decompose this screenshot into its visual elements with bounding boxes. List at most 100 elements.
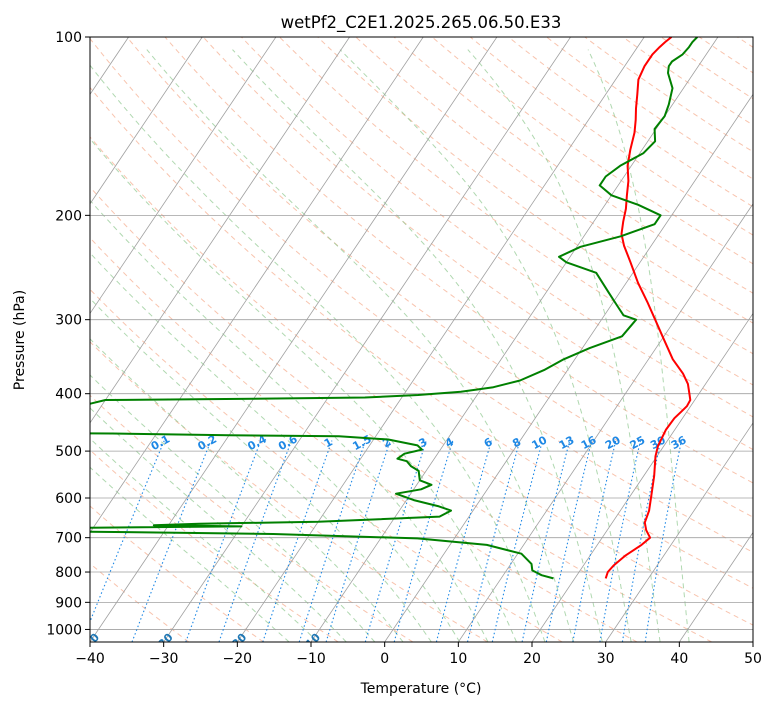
moist-adiabat [90,466,290,642]
profiles [90,37,699,580]
dry-adiabat [90,288,563,642]
dry-adiabat [90,449,339,642]
mixing-ratio-line [262,440,333,642]
mixing-ratio-label: 13 [557,433,577,452]
y-tick-label: 700 [55,531,82,547]
mixing-ratio-line [599,440,641,642]
moist-adiabat [146,49,575,642]
mixing-ratio-line [466,440,521,642]
chart-title: wetPf2_C2E1.2025.265.06.50.E33 [281,13,562,33]
isotherm [90,37,203,205]
y-tick-label: 300 [55,313,82,329]
mixing-ratio-line [644,440,682,642]
dry-adiabat [90,237,638,642]
x-axis: −40 −30 −20 −10 0 10 20 30 40 50 [75,642,762,667]
isotherm [90,37,350,424]
y-tick-label: 100 [55,30,82,46]
dry-adiabat [317,37,753,355]
mixing-ratio-label: 1.5 [350,432,373,453]
dry-adiabat [279,37,753,386]
isotherm [752,641,753,642]
dry-adiabat [90,394,414,642]
isotherm [531,312,753,642]
y-tick-label: 200 [55,208,82,224]
background-lines [90,37,753,642]
mixing-ratio-label: 3 [417,435,430,450]
mixing-ratio-label: 2 [380,435,393,450]
x-tick-label: 10 [449,651,467,667]
dry-adiabat [90,341,488,642]
moist-adiabat [90,407,347,642]
isotherm-label: -10 [300,630,323,653]
mixing-ratio-label: 8 [510,435,523,450]
mixing-ratio-label: 25 [628,433,648,452]
moist-adiabat [467,49,661,642]
dry-adiabat [393,37,753,294]
mixing-ratio-label: 30 [648,433,668,452]
moist-adiabat [339,49,632,642]
mixing-ratio-label: 0.1 [149,432,172,453]
mixing-ratio-label: 10 [530,433,550,452]
isotherm [679,531,753,642]
dry-adiabat [660,37,753,100]
y-tick-label: 1000 [46,622,82,638]
mixing-ratio-line [298,440,367,642]
plot-frame [89,36,754,643]
mixing-ratio-line [90,440,165,624]
isotherm-label: -40 [79,630,102,653]
isotherm-label: -30 [152,631,175,654]
y-tick-label: 400 [55,387,82,403]
y-axis-title: Pressure (hPa) [12,290,28,390]
dry-adiabat [90,562,190,642]
y-tick-label: 900 [55,595,82,611]
x-tick-label: −30 [149,651,179,667]
isotherm-label: -50 [5,630,28,653]
isotherm [90,37,277,315]
x-axis-title: Temperature (°C) [360,681,482,697]
mixing-ratio-line [185,440,262,642]
isotherm [90,37,498,642]
temperature-profile [604,37,692,579]
moist-adiabat [90,437,319,642]
x-tick-label: −20 [223,651,253,667]
x-tick-label: 30 [597,651,615,667]
x-tick-label: 40 [670,651,688,667]
mixing-ratio-label: 6 [482,435,495,450]
mixing-ratio-label: 4 [443,435,456,450]
isotherm [237,37,645,642]
moist-adiabat [90,297,432,642]
isotherm [163,37,571,642]
mixing-ratio-line [491,440,544,642]
dewpoint-profile [90,37,699,580]
moist-adiabat [90,138,517,642]
moist-adiabat [90,64,546,642]
mixing-ratio-line [521,440,571,642]
x-tick-label: −10 [296,651,326,667]
mixing-ratio-line [435,440,492,642]
dry-adiabat [737,37,753,48]
dry-adiabat [126,37,753,518]
isotherm-label: -20 [226,630,249,653]
y-axis: 100 200 300 400 500 600 700 800 900 1000 [46,30,90,638]
dry-adiabat [508,37,753,208]
x-tick-label: 0 [380,651,389,667]
mixing-ratio-line [545,440,593,642]
mixing-ratio-line [131,440,212,642]
y-tick-label: 600 [55,491,82,507]
dry-adiabat [698,37,753,74]
mixing-ratio-line [325,440,391,642]
dry-adiabat [90,37,753,553]
dry-adiabat [90,86,753,589]
isotherm [458,203,753,642]
mixing-ratio-label: 36 [669,433,689,452]
dry-adiabat [431,37,753,265]
moist-adiabat [232,49,603,642]
mixing-ratio-line [572,440,617,642]
mixing-ratio-line [364,440,427,642]
mixing-ratio-label: 20 [603,433,623,452]
dry-adiabat [241,37,753,418]
dry-adiabat [90,136,753,626]
dry-adiabat [355,37,753,324]
x-tick-label: −40 [75,651,105,667]
